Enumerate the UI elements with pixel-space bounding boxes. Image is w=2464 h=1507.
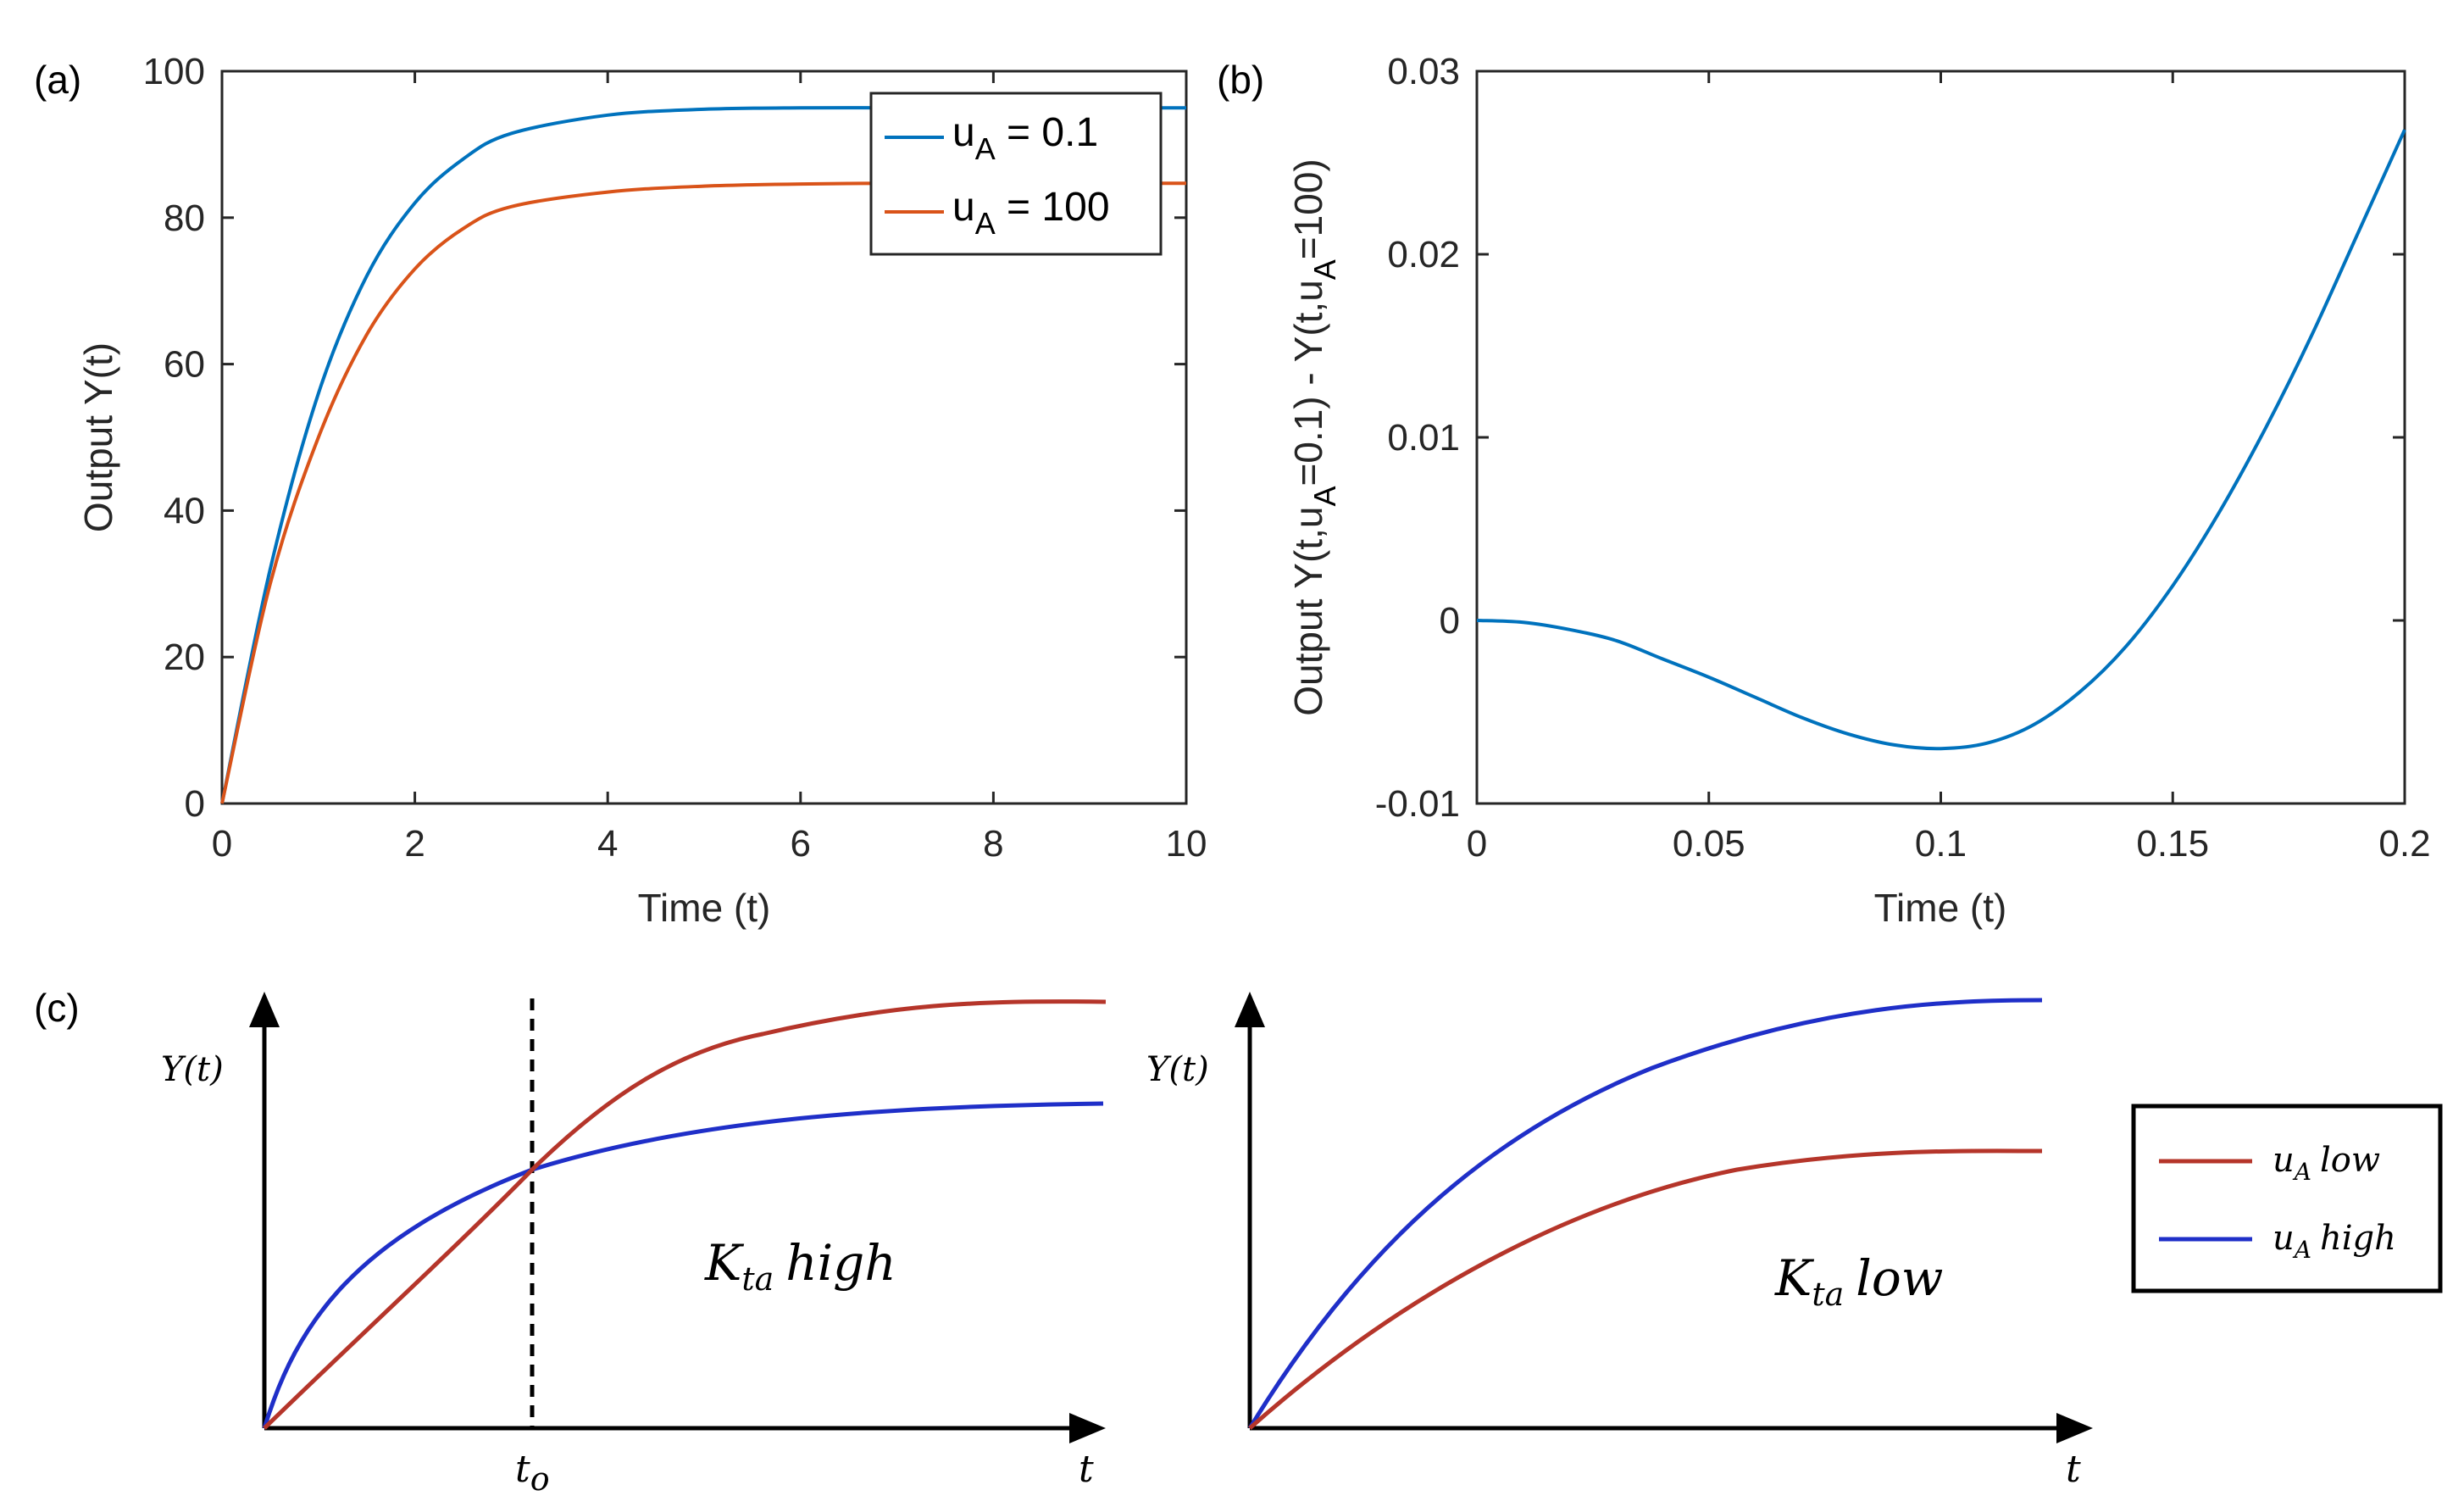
panel-b-ytick-label: 0.02 <box>1387 234 1460 275</box>
panel-b-ytick-label: 0.03 <box>1387 51 1460 92</box>
panel-b-lines <box>1476 129 2406 751</box>
panel-b-xlabel: Time (t) <box>1874 886 2007 930</box>
t0-label: to <box>515 1448 550 1498</box>
panel-b-ytick-label: 0 <box>1440 600 1460 642</box>
left-y-axis-label: Y(t) <box>161 1050 224 1089</box>
panel-b-ylabel: Output Y(t,uA=0.1) - Y(t,uA=100) <box>1286 158 1342 715</box>
right-y-arrow <box>1235 992 1265 1027</box>
panel-a-xlabel: Time (t) <box>638 886 771 930</box>
legend-label-uA-100: uA = 100 <box>952 185 1110 241</box>
panel-b-ytick-label: -0.01 <box>1375 783 1460 825</box>
schematic-right: Y(t) t Kta low <box>1146 992 2093 1491</box>
schematic-left: Y(t) t to Kta high <box>161 992 1107 1498</box>
panel-b-xtick-label: 0.2 <box>2378 823 2430 865</box>
panel-a-ytick-label: 0 <box>185 783 205 825</box>
panel-a-xtick-label: 2 <box>404 823 425 865</box>
panel-a-ylabel: Output Y(t) <box>76 342 120 532</box>
panel-b-axes-box <box>1475 70 2406 805</box>
schematic-legend-box <box>2131 1104 2443 1293</box>
panel-a-legend-box <box>869 92 1163 256</box>
panel-b-series-line-0 <box>1476 129 2406 751</box>
left-k-label: Kta high <box>704 1234 896 1298</box>
panel-a-ytick-label: 80 <box>164 197 205 239</box>
panel-a-ytick-label: 60 <box>164 344 205 386</box>
panel-b-xtick-label: 0.1 <box>1915 823 1967 865</box>
panel-b-label: (b) <box>1217 58 1264 102</box>
legend-label-uA-high: uA high <box>2273 1219 2396 1264</box>
right-curve-uA-high <box>1247 998 2043 1430</box>
panel-a-xtick-label: 10 <box>1166 823 1207 865</box>
panel-a-xtick-label: 4 <box>597 823 618 865</box>
panel-b-ytick-label: 0.01 <box>1387 417 1460 459</box>
left-curve-uA-high <box>262 1101 1104 1429</box>
panel-a-ytick-label: 100 <box>143 51 205 92</box>
left-x-arrow <box>1069 1413 1106 1443</box>
panel-a-ytick-label: 40 <box>164 490 205 531</box>
panel-a-xtick-label: 6 <box>791 823 811 865</box>
left-y-arrow <box>249 992 280 1027</box>
panel-a-label: (a) <box>34 58 81 102</box>
right-curve-uA-low <box>1248 1148 2043 1430</box>
panel-a-xtick-label: 0 <box>212 823 232 865</box>
schematic-legend: uA low uA high <box>2131 1104 2443 1293</box>
panel-a-ytick-label: 20 <box>164 637 205 678</box>
panel-c-label: (c) <box>34 986 80 1030</box>
right-x-arrow <box>2056 1413 2093 1443</box>
panel-b-xtick-label: 0.05 <box>1673 823 1745 865</box>
legend-label-uA-low: uA low <box>2273 1141 2380 1186</box>
panel-c: (c) Y(t) t to Kta high Y(t) t Kta low <box>34 986 2443 1498</box>
right-x-axis-label: t <box>2066 1448 2081 1491</box>
panel-a-xtick-label: 8 <box>983 823 1003 865</box>
left-x-axis-label: t <box>1079 1448 1094 1491</box>
left-curve-uA-low <box>263 999 1107 1430</box>
panel-b-xtick-label: 0 <box>1467 823 1487 865</box>
right-y-axis-label: Y(t) <box>1146 1050 1209 1089</box>
right-k-label: Kta low <box>1774 1249 1943 1313</box>
panel-b-xtick-label: 0.15 <box>2136 823 2209 865</box>
legend-label-uA-0.1: uA = 0.1 <box>952 110 1098 166</box>
panel-a-legend: uA = 0.1 uA = 100 <box>869 92 1163 256</box>
